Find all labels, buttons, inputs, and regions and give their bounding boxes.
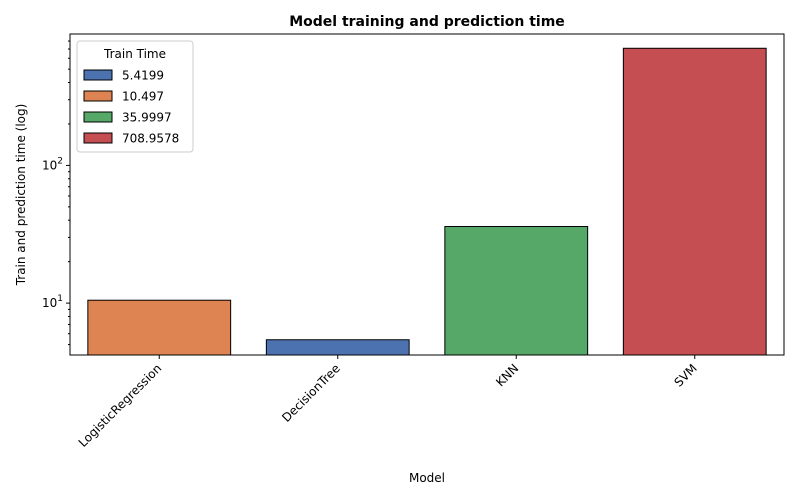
x-axis: LogisticRegression DecisionTree KNN SVM bbox=[76, 355, 700, 450]
x-tick-label: DecisionTree bbox=[279, 361, 343, 425]
y-tick-label: 101 bbox=[42, 294, 63, 310]
bars-group bbox=[87, 47, 767, 356]
legend-swatch bbox=[83, 90, 113, 102]
legend-entry-label: 708.9578 bbox=[122, 132, 179, 146]
y-tick-label: 102 bbox=[42, 156, 63, 172]
y-axis: 101 102 bbox=[42, 40, 70, 346]
bar-knn bbox=[444, 226, 589, 356]
axes-frame bbox=[69, 33, 785, 356]
x-axis-label: Model bbox=[409, 471, 445, 485]
x-tick-label: LogisticRegression bbox=[76, 361, 165, 450]
y-axis-label: Train and prediction time (log) bbox=[14, 104, 28, 287]
legend-entry-label: 35.9997 bbox=[122, 111, 172, 125]
legend-entry-label: 10.497 bbox=[122, 90, 164, 104]
bar-svm bbox=[622, 47, 767, 356]
legend-swatch bbox=[83, 132, 113, 144]
bar-logisticregression bbox=[87, 299, 232, 356]
legend: Train Time 5.4199 10.497 35.9997 708.9578 bbox=[76, 40, 194, 153]
x-tick-label: SVM bbox=[671, 361, 699, 389]
legend-swatch bbox=[83, 69, 113, 81]
legend-box bbox=[76, 40, 194, 153]
legend-title: Train Time bbox=[103, 47, 166, 61]
legend-swatch bbox=[83, 111, 113, 123]
legend-entry-label: 5.4199 bbox=[122, 69, 164, 83]
bar-decisiontree bbox=[265, 339, 410, 356]
x-tick-label: KNN bbox=[493, 361, 521, 389]
chart-title: Model training and prediction time bbox=[289, 14, 565, 30]
